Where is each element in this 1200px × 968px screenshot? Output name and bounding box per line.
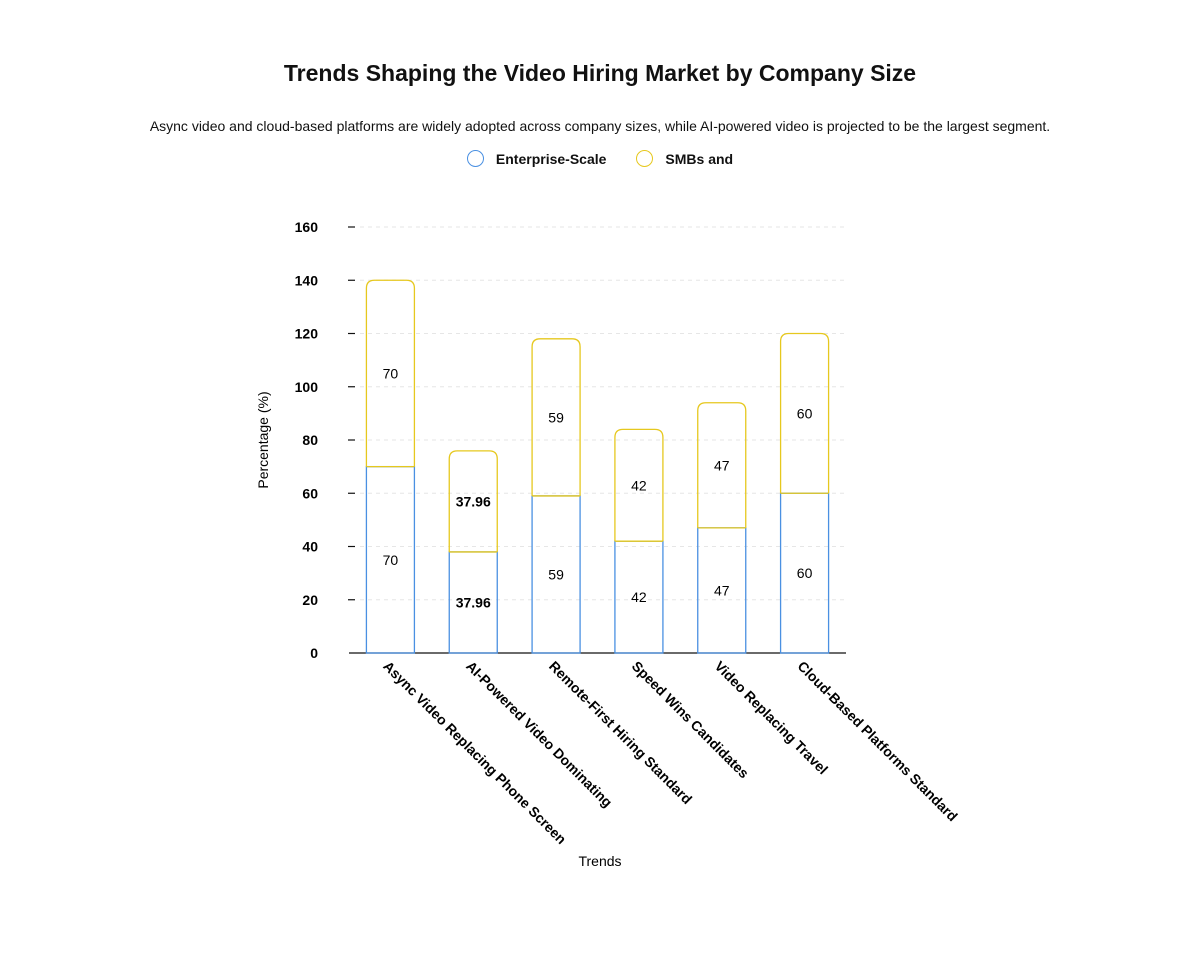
x-tick-label: Remote-First Hiring Standard: [546, 658, 695, 807]
legend-label-enterprise: Enterprise-Scale: [495, 150, 607, 167]
legend-item-enterprise[interactable]: Enterprise-Scale: [466, 150, 607, 167]
legend-label-smbs: SMBs and: [665, 150, 734, 167]
chart-subtitle: Async video and cloud-based platforms ar…: [149, 118, 1051, 134]
value-label-enterprise: 59: [548, 566, 564, 582]
y-tick-label: 120: [295, 326, 319, 342]
y-tick-label: 20: [302, 592, 318, 608]
bar-smbs: [697, 402, 747, 528]
y-axis: 0 20 40 60 80 100 120 140 160: [295, 219, 846, 661]
bar-smbs: [365, 279, 416, 467]
value-label-smbs: 37.96: [456, 493, 491, 509]
value-label-enterprise: 70: [383, 552, 399, 568]
y-tick-label: 60: [302, 485, 318, 501]
value-label-smbs: 42: [631, 477, 647, 493]
y-tick-label: 40: [302, 539, 318, 555]
bar-smbs: [779, 332, 830, 494]
y-tick-label: 140: [295, 272, 319, 288]
x-tick-label: AI-Powered Video Dominating: [463, 658, 615, 810]
y-tick-label: 80: [302, 432, 318, 448]
value-label-enterprise: 42: [631, 589, 647, 605]
value-label-smbs: 47: [714, 457, 730, 473]
x-tick-label: Async Video Replacing Phone Screen: [380, 658, 569, 847]
y-axis-title: Percentage (%): [255, 391, 271, 488]
y-tick-label: 100: [295, 379, 319, 395]
legend-swatch-enterprise: [466, 150, 484, 167]
value-label-smbs: 59: [548, 409, 564, 425]
x-axis-title: Trends: [578, 853, 621, 869]
bars: [365, 279, 830, 654]
legend: Enterprise-Scale SMBs and: [0, 150, 1200, 167]
x-axis: Async Video Replacing Phone ScreenAI-Pow…: [380, 658, 961, 847]
value-label-enterprise: 47: [714, 582, 730, 598]
bar-smbs: [531, 338, 581, 496]
y-tick-label: 160: [295, 219, 319, 235]
x-tick-label: Cloud-Based Platforms Standard: [794, 658, 960, 824]
value-label-enterprise: 60: [797, 565, 813, 581]
value-label-smbs: 70: [383, 365, 399, 381]
legend-item-smbs[interactable]: SMBs and: [636, 150, 733, 167]
value-label-enterprise: 37.96: [456, 594, 491, 610]
legend-swatch-smbs: [636, 150, 654, 167]
value-labels: 70 70 37.96 37.96 59 59 42 42 47 47 60 60: [383, 365, 813, 610]
chart-title: Trends Shaping the Video Hiring Market b…: [283, 60, 917, 86]
bar-smbs: [614, 428, 664, 542]
bar-smbs: [448, 450, 498, 552]
value-label-smbs: 60: [797, 405, 813, 421]
y-tick-label: 0: [310, 645, 318, 661]
gridlines: [360, 226, 846, 601]
